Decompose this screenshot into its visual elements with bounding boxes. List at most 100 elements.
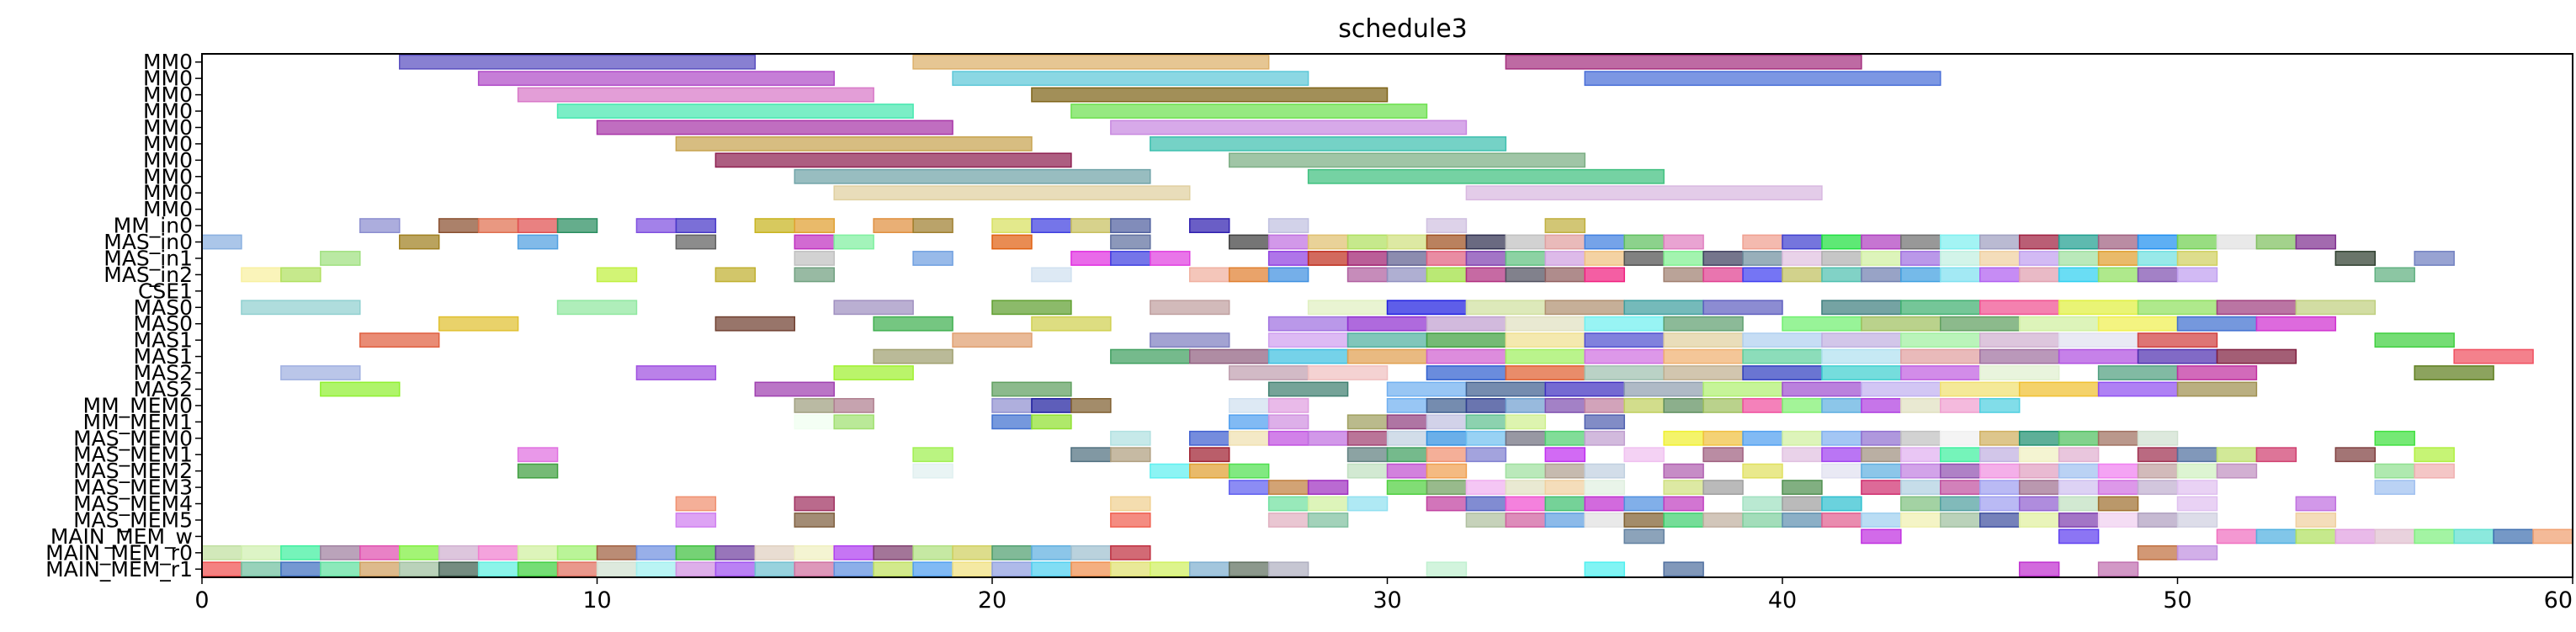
task-bar-454 — [1070, 544, 1112, 560]
task-bar-363 — [1940, 480, 1981, 496]
task-bar-256 — [1900, 397, 1941, 413]
task-bar-467 — [556, 561, 598, 577]
task-bar-316 — [2058, 447, 2100, 463]
task-bar-158 — [1031, 316, 1112, 332]
task-bar-484 — [1228, 561, 1270, 577]
task-bar-273 — [1228, 430, 1270, 446]
task-bar-243 — [1386, 397, 1428, 413]
task-bar-116 — [1386, 267, 1428, 283]
task-bar-152 — [2137, 300, 2218, 316]
task-bar-407 — [1742, 513, 1783, 528]
task-bar-126 — [1821, 267, 1862, 283]
task-bar-322 — [2414, 447, 2455, 463]
task-bar-115 — [1346, 267, 1389, 283]
y-tick-label-18: MAS1 — [134, 344, 193, 369]
task-bar-261 — [991, 414, 1033, 430]
task-bar-103 — [2176, 251, 2218, 266]
task-bar-224 — [1267, 381, 1349, 397]
task-bar-368 — [2137, 480, 2179, 496]
task-bar-348 — [2414, 463, 2455, 479]
task-bar-447 — [794, 544, 835, 560]
task-bar-4 — [952, 71, 1309, 87]
task-bar-45 — [991, 234, 1033, 250]
task-bar-352 — [1386, 480, 1428, 496]
task-bar-465 — [477, 561, 519, 577]
task-bar-177 — [1426, 332, 1507, 348]
task-bar-117 — [1426, 267, 1468, 283]
task-bar-106 — [241, 267, 282, 283]
task-bar-486 — [1426, 561, 1468, 577]
task-bar-475 — [873, 561, 914, 577]
task-bar-92 — [1742, 251, 1783, 266]
task-bar-480 — [1070, 561, 1112, 577]
task-bar-86 — [1505, 251, 1547, 266]
y-tick-label-29: MAIN_MEM_w — [50, 524, 193, 549]
task-bar-294 — [2097, 430, 2139, 446]
task-bar-81 — [1307, 251, 1349, 266]
task-bar-122 — [1663, 267, 1704, 283]
task-bar-286 — [1782, 430, 1823, 446]
task-bar-267 — [1426, 414, 1468, 430]
task-bar-127 — [1861, 267, 1902, 283]
y-tick-label-25: MAS_MEM2 — [73, 459, 193, 483]
task-bar-207 — [833, 365, 914, 380]
task-bar-344 — [2137, 463, 2179, 479]
task-bar-416 — [2097, 513, 2139, 528]
task-bar-22 — [477, 218, 519, 234]
task-bar-263 — [1228, 414, 1270, 430]
task-bar-403 — [1584, 513, 1625, 528]
task-bar-76 — [912, 251, 953, 266]
task-bar-431 — [2532, 528, 2573, 544]
task-bar-371 — [675, 496, 717, 512]
x-axis: 0 10 20 30 40 50 60 — [194, 577, 2573, 613]
task-bar-188 — [873, 348, 953, 364]
task-bar-12 — [675, 135, 1033, 151]
task-bar-357 — [1584, 480, 1625, 496]
task-bar-181 — [1742, 332, 1823, 348]
task-bar-252 — [1742, 397, 1783, 413]
task-bar-77 — [1070, 251, 1112, 266]
x-tick-label-1: 10 — [582, 587, 611, 613]
task-bar-468 — [596, 561, 638, 577]
task-bar-198 — [1821, 348, 1902, 364]
task-bar-360 — [1782, 480, 1823, 496]
task-bar-136 — [2374, 267, 2415, 283]
task-bar-25 — [635, 218, 677, 234]
task-bar-358 — [1663, 480, 1704, 496]
task-bar-217 — [1979, 365, 2060, 380]
task-bar-282 — [1584, 430, 1625, 446]
task-bar-114 — [1267, 267, 1309, 283]
task-bar-183 — [1900, 332, 1981, 348]
task-bar-226 — [1465, 381, 1547, 397]
x-tick-label-4: 40 — [1768, 587, 1797, 613]
task-bar-280 — [1505, 430, 1547, 446]
task-bar-47 — [1228, 234, 1270, 250]
task-bar-178 — [1505, 332, 1585, 348]
task-bar-488 — [1663, 561, 1704, 577]
task-bar-110 — [794, 267, 835, 283]
y-tick-label-15: MAS0 — [134, 295, 193, 320]
y-tick-label-27: MAS_MEM4 — [73, 491, 193, 516]
task-bar-339 — [1940, 463, 1981, 479]
task-bar-137 — [241, 300, 361, 316]
task-bar-387 — [1900, 496, 1941, 512]
task-bar-292 — [2018, 430, 2060, 446]
task-bar-168 — [2018, 316, 2100, 332]
task-bar-329 — [1386, 463, 1428, 479]
task-bar-375 — [1307, 496, 1349, 512]
task-bar-473 — [794, 561, 835, 577]
task-bar-150 — [1979, 300, 2060, 316]
task-bar-293 — [2058, 430, 2100, 446]
task-bar-167 — [1940, 316, 2021, 332]
task-bar-142 — [1307, 300, 1389, 316]
task-bar-123 — [1702, 267, 1744, 283]
task-bar-342 — [2058, 463, 2100, 479]
task-bar-452 — [991, 544, 1033, 560]
task-bar-325 — [1150, 463, 1191, 479]
task-bar-40 — [399, 234, 440, 250]
task-bar-233 — [2018, 381, 2100, 397]
task-bar-166 — [1861, 316, 1941, 332]
task-bar-420 — [1623, 528, 1665, 544]
y-tick-label-14: CSE1 — [138, 279, 193, 303]
